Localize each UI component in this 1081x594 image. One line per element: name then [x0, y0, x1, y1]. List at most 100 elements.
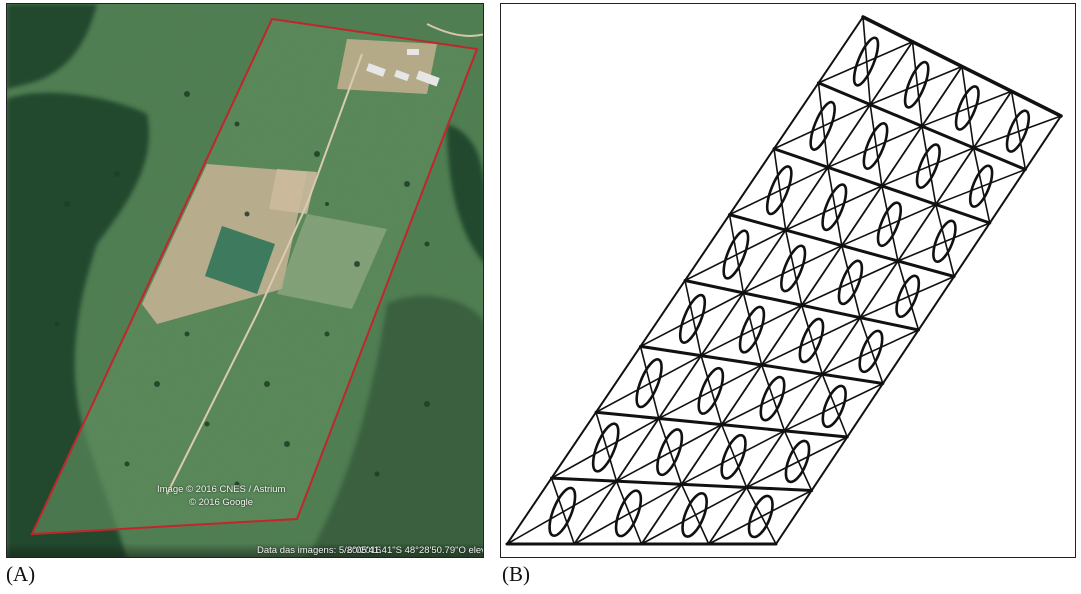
sampling-ellipse	[862, 122, 889, 170]
cell-diagonal	[506, 480, 618, 545]
cell-diagonal	[881, 147, 975, 187]
sampling-ellipse	[821, 183, 848, 232]
sampling-ellipse	[837, 259, 864, 306]
cell-diagonal	[784, 229, 803, 307]
sampling-ellipse	[784, 439, 811, 484]
sampling-ellipse	[765, 165, 793, 216]
sampling-ellipse	[821, 384, 847, 429]
cell-diagonal	[595, 411, 618, 483]
cell-diagonal	[869, 65, 963, 106]
cell-diagonal	[680, 483, 710, 545]
sampling-grid-diagram	[505, 15, 1063, 546]
sampling-ellipse	[809, 100, 836, 151]
cell-diagonal	[783, 382, 884, 432]
cell-diagonal	[684, 229, 787, 282]
cell-diagonal	[760, 316, 861, 366]
sampling-ellipse	[722, 229, 750, 280]
sampling-ellipse	[759, 375, 786, 422]
property-boundary	[30, 17, 479, 536]
image-attribution-line1: Image © 2016 CNES / Astrium	[157, 484, 286, 495]
imagery-date: Data das imagens: 5/20/2016	[257, 545, 382, 556]
sampling-ellipse	[876, 201, 903, 248]
cell-diagonal	[728, 166, 829, 216]
sampling-ellipse	[780, 244, 807, 293]
cell-diagonal	[859, 316, 884, 385]
cell-diagonal	[897, 222, 991, 262]
cell-diagonal	[935, 168, 1027, 206]
cell-diagonal	[728, 213, 745, 294]
sampling-ellipse	[915, 143, 941, 189]
cell-diagonal	[720, 373, 824, 426]
sampling-ellipse	[614, 489, 643, 538]
cell-diagonal	[707, 489, 813, 545]
sampling-ellipse	[1005, 109, 1031, 153]
cell-diagonal	[972, 115, 1062, 149]
cell-diagonal	[745, 436, 849, 489]
sampling-ellipse	[720, 433, 747, 480]
cell-diagonal	[773, 147, 787, 231]
dirt-road	[166, 53, 363, 495]
panel-label-b: (B)	[502, 562, 530, 586]
sampling-ellipse	[895, 274, 921, 319]
panel-label-a: (A)	[6, 562, 36, 586]
sampling-ellipse	[591, 422, 620, 473]
sampling-ellipse	[697, 366, 725, 415]
cell-diagonal	[742, 292, 763, 366]
cell-diagonal	[827, 125, 923, 169]
image-attribution-line2: © 2016 Google	[189, 497, 254, 508]
crop-field	[205, 226, 275, 294]
cell-diagonal	[684, 279, 702, 357]
cell-diagonal	[961, 65, 975, 149]
cell-diagonal	[615, 423, 723, 483]
sampling-ellipse	[548, 486, 577, 537]
satellite-image	[7, 4, 483, 557]
sampling-ellipse	[968, 164, 994, 208]
cell-diagonal	[827, 166, 843, 247]
grid-diagram-panel	[500, 3, 1076, 558]
sampling-ellipse	[681, 492, 708, 538]
cell-diagonal	[821, 329, 920, 376]
cell-diagonal	[911, 40, 923, 127]
cell-diagonal	[784, 185, 883, 231]
cell-diagonal	[921, 125, 937, 206]
forest-areas	[7, 4, 483, 557]
cell-diagonal	[859, 275, 955, 319]
sampling-ellipse	[635, 358, 663, 409]
cell-diagonal	[550, 417, 660, 479]
cell-diagonal	[658, 417, 683, 486]
cell-diagonal	[841, 203, 937, 247]
cell-diagonal	[595, 354, 702, 414]
cell-diagonal	[745, 486, 777, 545]
cell-diagonal	[881, 185, 899, 262]
cell-diagonal	[869, 103, 883, 187]
sampling-ellipse	[678, 293, 707, 344]
sampling-ellipse	[932, 219, 957, 263]
satellite-image-panel: Image © 2016 CNES / Astrium © 2016 Googl…	[6, 3, 484, 558]
cell-diagonal	[862, 16, 872, 106]
sampling-ellipse	[656, 428, 684, 477]
cell-diagonal	[817, 82, 829, 169]
cell-diagonal	[640, 486, 748, 545]
cell-diagonal	[773, 103, 872, 150]
cell-diagonal	[921, 90, 1013, 127]
cell-diagonal	[841, 244, 861, 319]
cell-diagonal	[573, 483, 683, 545]
sampling-ellipse	[954, 85, 980, 131]
farm-buildings	[366, 49, 440, 87]
cell-diagonal	[972, 147, 991, 224]
cell-diagonal	[700, 304, 803, 357]
cell-diagonal	[720, 423, 748, 489]
sampling-ellipse	[798, 317, 825, 364]
sampling-ellipse	[903, 60, 930, 109]
cell-diagonal	[897, 260, 920, 331]
cell-diagonal	[615, 480, 643, 545]
cell-diagonal	[783, 430, 813, 492]
sampling-ellipse	[747, 494, 774, 539]
cell-diagonal	[935, 203, 955, 278]
sampling-ellipse	[858, 329, 884, 374]
cell-diagonal	[639, 345, 660, 420]
cell-diagonal	[800, 260, 899, 307]
cell-diagonal	[1010, 90, 1027, 171]
cell-diagonal	[700, 354, 723, 426]
cell-diagonal	[742, 244, 843, 294]
